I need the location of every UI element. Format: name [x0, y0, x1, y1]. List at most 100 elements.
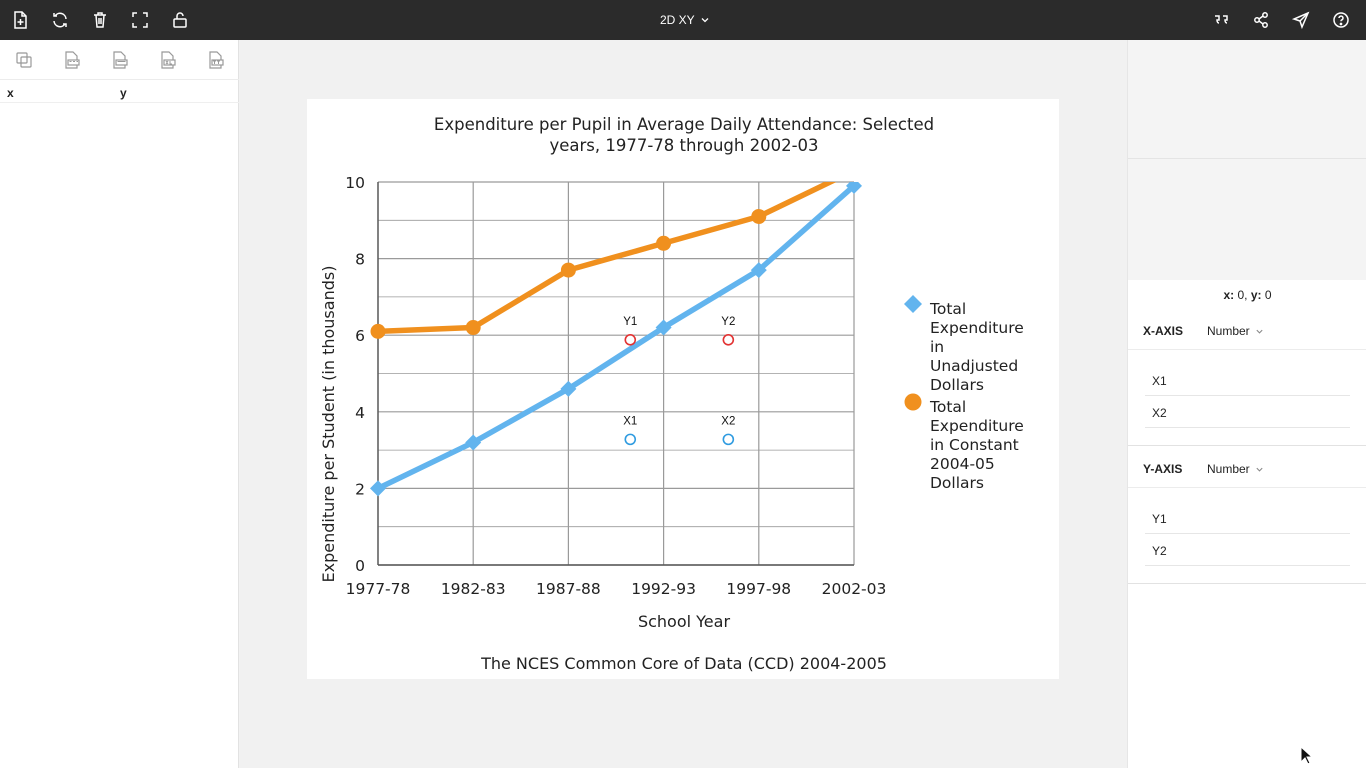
mode-label: 2D XY: [660, 13, 695, 27]
x-tick-label: 1987-88: [536, 580, 601, 598]
y2-variable-field[interactable]: Y2: [1145, 536, 1350, 566]
data-table-panel: x y: [0, 40, 239, 768]
data-point: [655, 319, 672, 336]
x-axis-header: X-AXIS Number: [1128, 314, 1366, 350]
column-header-y[interactable]: y: [120, 86, 127, 100]
x-axis-type-dropdown[interactable]: Number: [1207, 324, 1264, 338]
y-tick-label: 6: [355, 327, 365, 345]
y-tick-label: 2: [355, 480, 365, 498]
x1-variable-field[interactable]: X1: [1145, 366, 1350, 396]
series-line: [377, 182, 837, 335]
trash-icon[interactable]: [90, 10, 110, 30]
marker-y1: [624, 333, 637, 346]
legend-label: Unadjusted: [930, 357, 1018, 375]
series-1: [370, 163, 862, 339]
data-point: [750, 262, 767, 279]
chevron-down-icon: [1256, 329, 1263, 334]
marker-label: X2: [721, 415, 735, 427]
legend-label: in: [930, 338, 944, 356]
legend-swatch: [904, 393, 922, 411]
y-tick-label: 4: [355, 404, 365, 422]
data-point: [465, 434, 482, 451]
export-txt-icon[interactable]: [205, 50, 225, 70]
send-icon[interactable]: [1291, 10, 1311, 30]
x-tick-label: 1992-93: [631, 580, 696, 598]
chart-title-line2: years, 1977-78 through 2002-03: [549, 136, 818, 155]
x-axis-title: X-AXIS: [1143, 324, 1184, 338]
chart-image: Expenditure per Pupil in Average Daily A…: [307, 99, 1059, 679]
marker-label: Y1: [623, 316, 637, 328]
help-icon[interactable]: [1331, 10, 1351, 30]
data-point: [560, 380, 577, 397]
data-point: [465, 320, 481, 336]
legend-label: in Constant: [930, 436, 1019, 454]
coord-x-value: 0: [1237, 288, 1245, 302]
y1-variable-field[interactable]: Y1: [1145, 504, 1350, 534]
export-toolbar: [0, 40, 239, 80]
x-tick-label: 1997-98: [726, 580, 791, 598]
marker-x1: [624, 433, 637, 446]
fullscreen-icon[interactable]: [130, 10, 150, 30]
share-icon[interactable]: [1251, 10, 1271, 30]
legend-label: Dollars: [930, 376, 984, 394]
data-point: [847, 163, 862, 178]
export-json-icon[interactable]: [109, 50, 129, 70]
x-tick-label: 2002-03: [822, 580, 887, 598]
top-toolbar: 2D XY: [0, 0, 1366, 40]
legend-label: Dollars: [930, 474, 984, 492]
quote-icon[interactable]: [1211, 10, 1231, 30]
coord-y-value: 0: [1264, 288, 1272, 302]
x-axis-type-label: Number: [1207, 324, 1250, 338]
chart-svg: Expenditure per Pupil in Average Daily A…: [319, 115, 1024, 673]
y-axis-type-dropdown[interactable]: Number: [1207, 462, 1264, 476]
x-tick-label: 1982-83: [441, 580, 506, 598]
series-0: [370, 182, 862, 497]
data-point: [560, 262, 576, 278]
export-csv-icon[interactable]: [61, 50, 81, 70]
preview-area: [1128, 40, 1366, 280]
chevron-down-icon: [1256, 467, 1263, 472]
new-file-icon[interactable]: [10, 10, 30, 30]
legend-label: Total: [929, 398, 966, 416]
chevron-down-icon: [701, 18, 709, 23]
copy-icon[interactable]: [14, 50, 34, 70]
x-tick-label: 1977-78: [346, 580, 411, 598]
marker-y2: [722, 333, 735, 346]
marker-x2: [722, 433, 735, 446]
refresh-icon[interactable]: [50, 10, 70, 30]
mode-dropdown[interactable]: 2D XY: [660, 10, 710, 30]
plot-canvas[interactable]: Expenditure per Pupil in Average Daily A…: [240, 40, 1127, 768]
legend-label: 2004-05: [930, 455, 995, 473]
y-axis-type-label: Number: [1207, 462, 1250, 476]
x2-variable-field[interactable]: X2: [1145, 398, 1350, 428]
data-point: [370, 323, 386, 339]
x-axis-label: School Year: [638, 612, 731, 631]
table-divider: [0, 102, 239, 103]
y-axis-title: Y-AXIS: [1143, 462, 1183, 476]
mouse-cursor-icon: [1300, 746, 1314, 765]
legend-label: Expenditure: [930, 417, 1024, 435]
y-tick-label: 0: [355, 557, 365, 575]
y-tick-label: 8: [355, 251, 365, 269]
y-axis-header: Y-AXIS Number: [1128, 452, 1366, 488]
series-line: [376, 183, 856, 491]
legend-label: Expenditure: [930, 319, 1024, 337]
legend-label: Total: [929, 300, 966, 318]
y-tick-label: 10: [345, 174, 365, 192]
cursor-coordinates: x: 0, y: 0: [1223, 288, 1272, 302]
coord-x-label: x:: [1223, 288, 1235, 302]
data-point: [370, 480, 386, 497]
column-header-x[interactable]: x: [7, 86, 14, 100]
legend-swatch: [904, 295, 922, 313]
unlock-icon[interactable]: [170, 10, 190, 30]
marker-label: X1: [623, 415, 637, 427]
export-xls-icon[interactable]: [157, 50, 177, 70]
data-point: [846, 182, 862, 194]
data-point: [656, 235, 672, 251]
coord-y-label: y:: [1250, 288, 1262, 302]
chart-source-note: The NCES Common Core of Data (CCD) 2004-…: [480, 654, 887, 673]
marker-label: Y2: [721, 316, 735, 328]
axis-settings-panel: x: 0, y: 0 X-AXIS Number X1 X2 Y-AXIS Nu…: [1127, 40, 1366, 768]
data-point: [751, 208, 767, 224]
y-axis-label: Expenditure per Student (in thousands): [319, 266, 338, 583]
